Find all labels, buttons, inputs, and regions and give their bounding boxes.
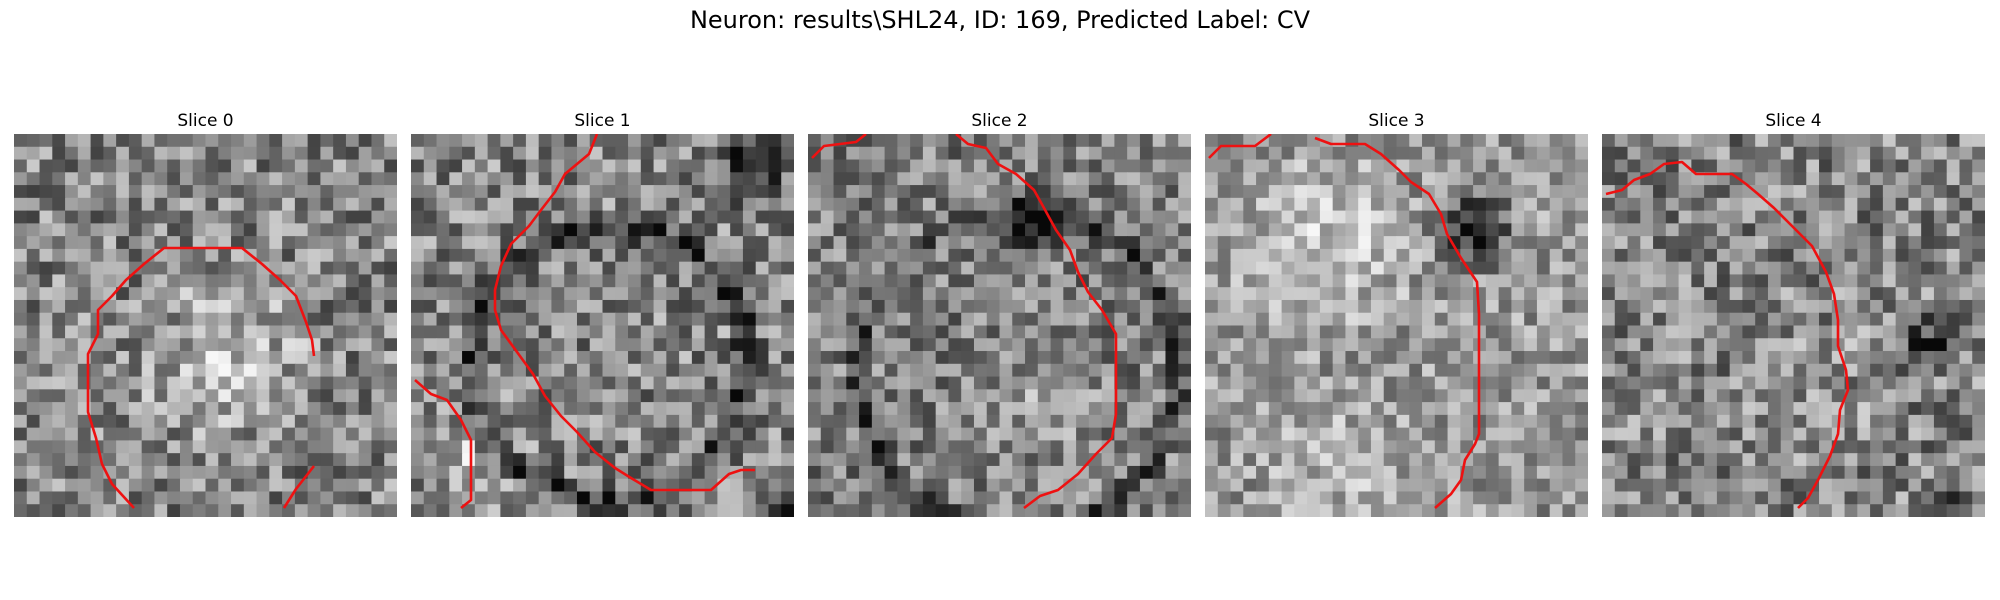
slice-image	[14, 134, 397, 517]
slice-panel-0: Slice 0	[14, 108, 397, 517]
contour-line	[955, 134, 1118, 510]
contour-line	[1314, 136, 1481, 509]
slice-panel-2: Slice 2	[808, 108, 1191, 517]
slice-title: Slice 2	[971, 111, 1028, 131]
slice-image	[808, 134, 1191, 517]
slice-title: Slice 0	[177, 111, 234, 131]
slice-title: Slice 3	[1368, 111, 1425, 131]
slice-panel-3: Slice 3	[1205, 108, 1588, 517]
slice-title: Slice 4	[1765, 111, 1822, 131]
contour-line	[414, 379, 473, 510]
contour-line	[493, 134, 755, 492]
slice-image	[1205, 134, 1588, 517]
slice-title: Slice 1	[574, 111, 631, 131]
contour-line	[86, 246, 316, 509]
contour-line	[811, 134, 867, 159]
slice-panel-4: Slice 4	[1602, 108, 1985, 517]
slice-image	[411, 134, 794, 517]
slice-panel-1: Slice 1	[411, 108, 794, 517]
contour-line	[282, 465, 316, 509]
contour-line	[1208, 134, 1272, 159]
contour-line	[1605, 160, 1850, 509]
figure-title: Neuron: results\SHL24, ID: 169, Predicte…	[689, 6, 1311, 34]
slice-image	[1602, 134, 1985, 517]
